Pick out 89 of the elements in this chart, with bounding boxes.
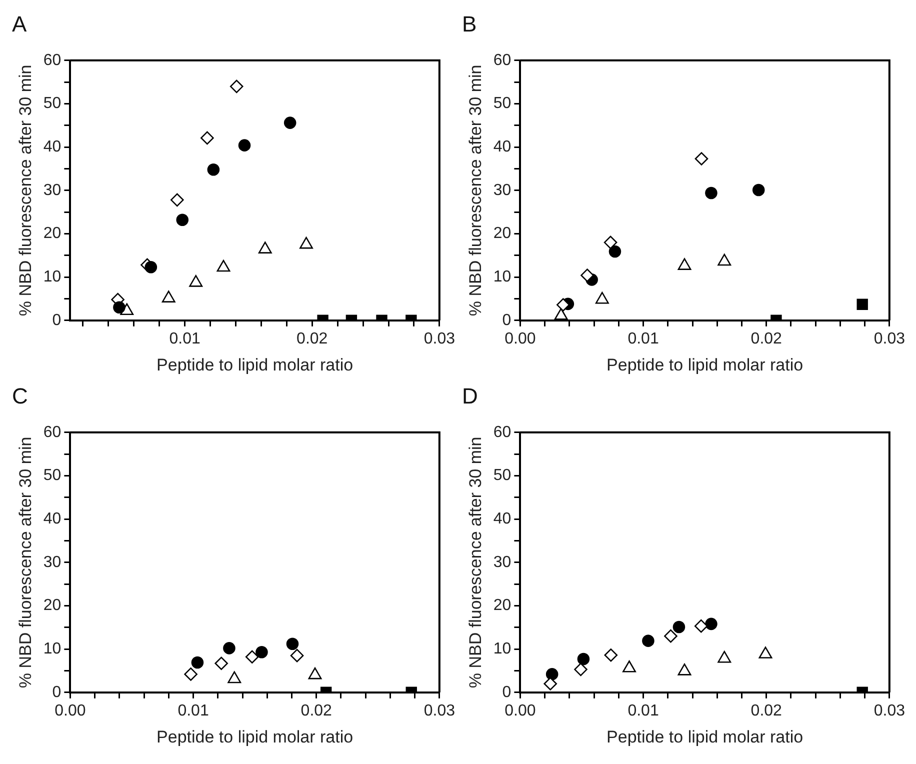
y-axis-title: % NBD fluorescence after 30 min xyxy=(16,436,35,688)
point xyxy=(230,80,244,94)
point xyxy=(604,648,618,662)
point xyxy=(556,298,570,312)
y-tick-label: 60 xyxy=(43,52,62,69)
point xyxy=(718,650,732,663)
x-tick-label: 0.02 xyxy=(300,702,332,720)
y-tick-label: 40 xyxy=(43,510,62,528)
chart-title: D xyxy=(462,383,478,408)
x-tick-label: 0.03 xyxy=(874,330,906,348)
point xyxy=(705,618,718,630)
x-tick-label: 0.01 xyxy=(169,330,200,348)
point xyxy=(546,668,558,680)
point xyxy=(694,619,708,633)
point xyxy=(162,290,176,302)
point xyxy=(672,620,686,634)
y-tick-label: 10 xyxy=(43,640,62,658)
point xyxy=(238,139,251,152)
y-tick-label: 40 xyxy=(43,138,62,156)
y-tick-label: 30 xyxy=(43,182,62,199)
x-tick-label: 0.01 xyxy=(178,702,209,720)
y-tick-label: 30 xyxy=(493,554,512,571)
point xyxy=(577,652,590,666)
y-tick-label: 10 xyxy=(493,268,512,286)
y-tick-label: 20 xyxy=(43,597,62,614)
chart-title: B xyxy=(462,11,477,36)
point xyxy=(300,236,313,249)
y-tick-label: 50 xyxy=(43,467,62,484)
x-tick-label: 0.01 xyxy=(628,330,659,348)
y-tick-label: 30 xyxy=(43,554,62,571)
point xyxy=(580,268,594,282)
y-axis-title: % NBD fluorescence after 30 min xyxy=(16,64,35,316)
y-tick-label: 0 xyxy=(502,312,512,329)
x-axis-title: Peptide to lipid molar ratio xyxy=(606,727,804,746)
y-tick-label: 0 xyxy=(52,684,62,701)
y-tick-label: 10 xyxy=(43,268,62,286)
point xyxy=(856,298,868,310)
x-tick-label: 0.00 xyxy=(504,702,536,720)
x-tick-label: 0.03 xyxy=(874,702,906,720)
y-axis-title: % NBD fluorescence after 30 min xyxy=(466,436,485,688)
point xyxy=(258,242,272,254)
point xyxy=(216,260,230,272)
x-tick-label: 0.00 xyxy=(504,330,536,348)
x-axis-title: Peptide to lipid molar ratio xyxy=(156,355,354,374)
point xyxy=(664,629,678,643)
point xyxy=(176,214,189,226)
y-tick-label: 60 xyxy=(43,424,62,441)
y-tick-label: 20 xyxy=(43,225,62,242)
y-tick-label: 10 xyxy=(493,640,512,658)
y-tick-label: 20 xyxy=(493,225,512,242)
chart-title: A xyxy=(12,11,27,36)
y-axis-title: % NBD fluorescence after 30 min xyxy=(466,64,485,316)
x-tick-label: 0.03 xyxy=(424,702,456,720)
y-tick-label: 50 xyxy=(493,467,512,484)
x-tick-label: 0.02 xyxy=(750,330,782,348)
y-tick-label: 0 xyxy=(52,312,62,329)
y-tick-label: 50 xyxy=(43,95,62,112)
x-tick-label: 0.02 xyxy=(296,330,328,348)
chart-title: C xyxy=(12,383,28,408)
x-axis-title: Peptide to lipid molar ratio xyxy=(606,355,804,374)
x-tick-label: 0.03 xyxy=(424,330,456,348)
point xyxy=(642,634,654,647)
point xyxy=(752,184,765,196)
point xyxy=(758,646,772,658)
y-tick-label: 60 xyxy=(493,52,512,69)
point xyxy=(678,664,692,676)
point xyxy=(170,193,184,207)
point xyxy=(608,245,622,258)
point xyxy=(200,131,214,145)
x-tick-label: 0.02 xyxy=(750,702,782,720)
point xyxy=(284,116,296,129)
y-tick-label: 20 xyxy=(493,597,512,614)
point xyxy=(622,660,636,672)
point xyxy=(574,662,588,676)
y-tick-label: 0 xyxy=(502,684,512,701)
point xyxy=(705,186,718,200)
y-tick-label: 60 xyxy=(493,424,512,441)
point xyxy=(604,236,618,250)
point xyxy=(544,677,557,690)
x-tick-label: 0.00 xyxy=(54,702,86,720)
x-axis-title: Peptide to lipid molar ratio xyxy=(156,727,354,746)
y-tick-label: 40 xyxy=(493,510,512,528)
y-tick-label: 30 xyxy=(493,182,512,199)
y-tick-label: 50 xyxy=(493,95,512,112)
point xyxy=(694,152,708,166)
point xyxy=(207,163,220,176)
x-tick-label: 0.01 xyxy=(628,702,659,720)
y-tick-label: 40 xyxy=(493,138,512,156)
point xyxy=(189,275,203,287)
